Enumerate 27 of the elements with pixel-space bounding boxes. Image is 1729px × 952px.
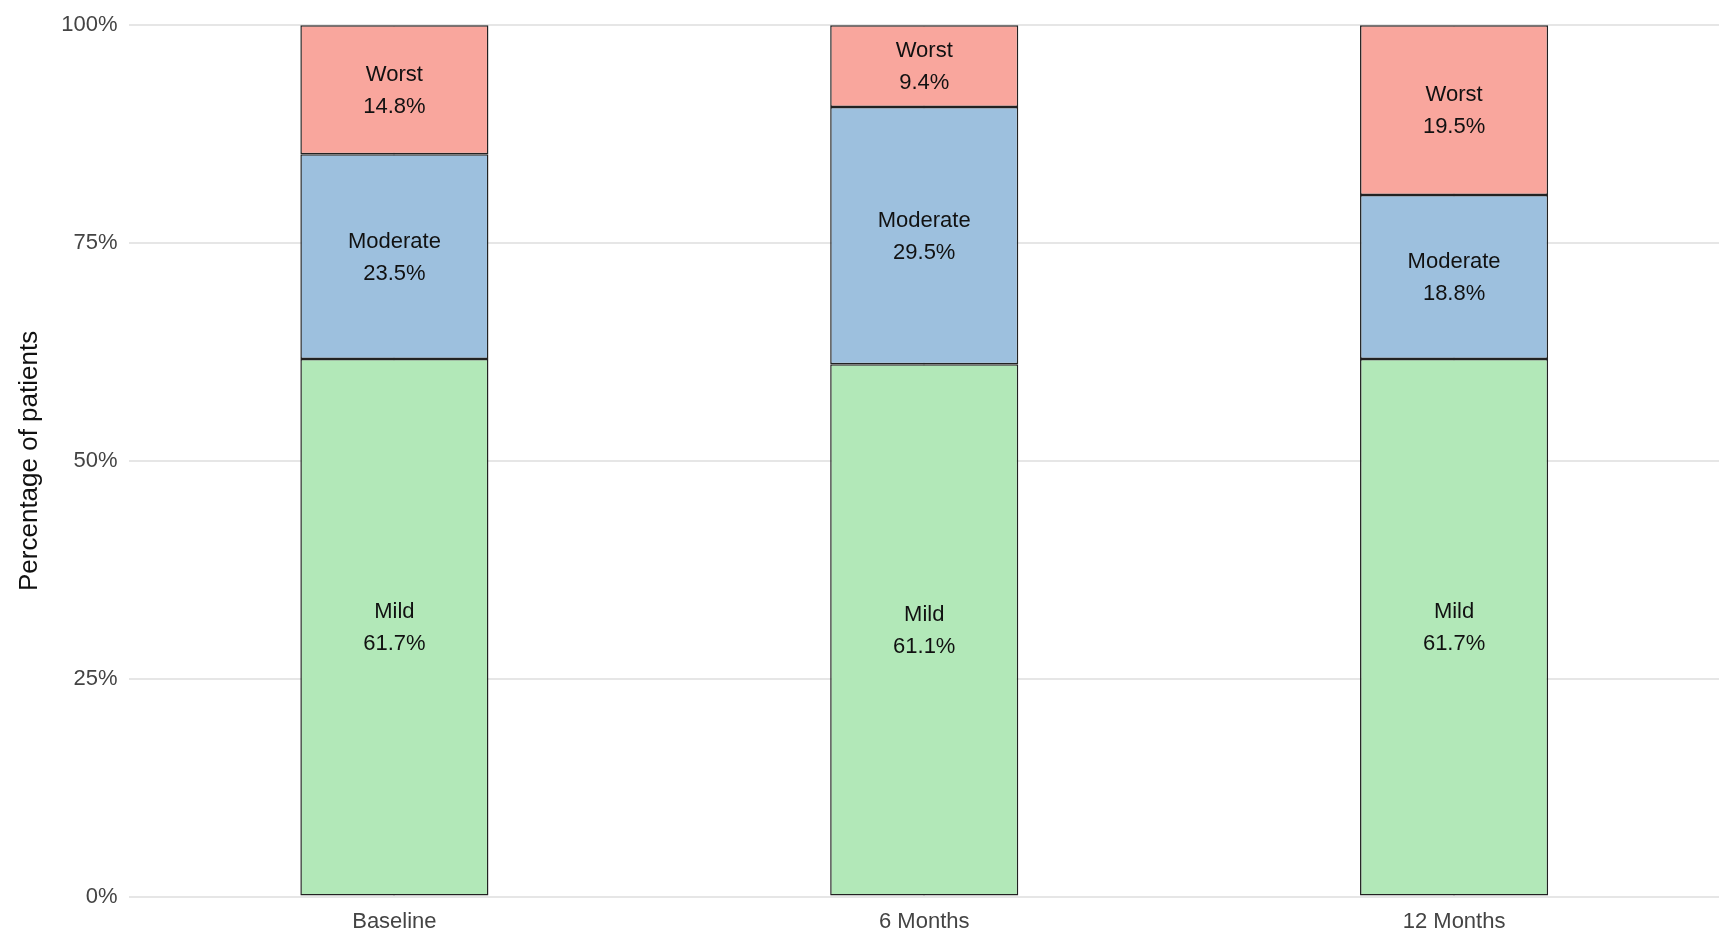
series-label: Moderate <box>877 206 971 232</box>
data-label: 23.5% <box>363 259 426 285</box>
text: Worst <box>365 60 423 86</box>
y-tick-label: 50% <box>73 446 118 472</box>
data-label: 9.4% <box>899 69 950 95</box>
y-tick-label: 75% <box>73 229 118 255</box>
data-label: 61.7% <box>1422 630 1486 656</box>
series-label: Mild <box>904 600 945 626</box>
data-label: 61.1% <box>893 632 956 658</box>
text: Mild <box>374 598 415 624</box>
data-label: 14.8% <box>363 92 426 118</box>
data-label: 18.8% <box>1422 280 1486 306</box>
x-tick-label: Baseline <box>352 907 437 933</box>
y-axis-title: Percentage of patients <box>12 330 43 591</box>
text: Mild <box>1433 598 1475 624</box>
y-tick-label: 0% <box>85 882 118 908</box>
x-tick-label: 6 Months <box>878 907 970 933</box>
text: Worst <box>1425 81 1483 107</box>
data-label: 19.5% <box>1422 113 1486 139</box>
y-tick-label: 25% <box>73 664 118 690</box>
series-label: Worst <box>895 37 953 63</box>
data-label: 29.5% <box>893 238 956 264</box>
text: Moderate <box>347 227 441 253</box>
data-label: 61.7% <box>363 630 426 656</box>
x-tick-label: 12 Months <box>1402 907 1506 933</box>
y-tick-label: 100% <box>61 11 118 37</box>
text: Moderate <box>1407 248 1501 274</box>
